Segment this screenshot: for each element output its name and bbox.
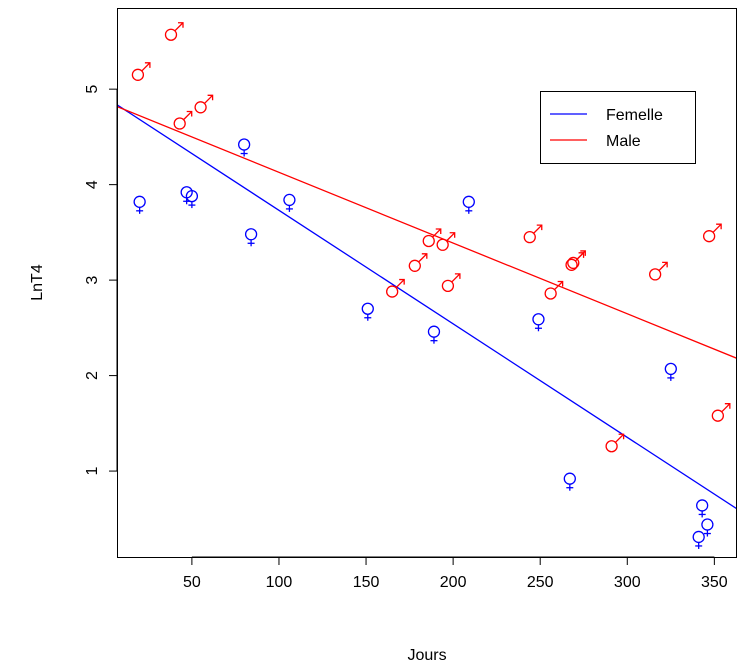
legend-label: Male — [606, 133, 641, 150]
female-point — [361, 302, 374, 321]
male-point — [194, 94, 214, 114]
male-point — [386, 278, 405, 298]
female-point — [664, 362, 677, 381]
x-tick-label: 350 — [701, 574, 728, 591]
plot-frame — [117, 8, 737, 558]
legend-box — [540, 91, 696, 164]
male-point — [408, 253, 428, 272]
female-point — [701, 518, 714, 537]
legend: Femelle Male — [540, 91, 696, 164]
female-point — [283, 193, 296, 212]
fit-line-femelle — [117, 103, 737, 510]
x-tick-label: 200 — [440, 574, 467, 591]
y-axis-label: LnT4 — [29, 264, 46, 301]
y-tick-label: 5 — [84, 85, 101, 94]
x-tick-label: 300 — [614, 574, 641, 591]
male-point — [173, 110, 193, 130]
male-point — [711, 403, 731, 422]
y-tick-label: 4 — [84, 180, 101, 189]
male-point — [441, 273, 461, 292]
male-point — [164, 22, 184, 41]
x-axis: 50 100 150 200 250 300 350 — [183, 556, 728, 591]
male-point — [523, 224, 543, 244]
female-point — [185, 189, 199, 209]
female-point — [462, 195, 475, 214]
female-point — [133, 195, 146, 214]
legend-label: Femelle — [606, 107, 663, 124]
male-point — [567, 250, 586, 270]
female-point — [696, 499, 709, 518]
x-tick-label: 100 — [266, 574, 293, 591]
male-point — [544, 280, 564, 300]
x-tick-label: 250 — [527, 574, 554, 591]
female-point — [532, 313, 545, 332]
y-tick-label: 2 — [84, 371, 101, 380]
male-point — [605, 433, 625, 453]
y-tick-label: 1 — [84, 467, 101, 476]
fit-line-male — [117, 105, 737, 360]
female-point — [237, 138, 251, 157]
data-points — [131, 22, 731, 549]
male-point — [131, 62, 151, 81]
female-point — [244, 228, 258, 247]
male-point — [422, 228, 442, 248]
female-point — [692, 530, 705, 549]
male-point — [702, 223, 722, 243]
y-axis: 1 2 3 4 5 — [84, 85, 118, 476]
male-point — [648, 261, 668, 281]
x-tick-label: 50 — [183, 574, 201, 591]
x-axis-label: Jours — [407, 647, 446, 664]
female-point — [563, 472, 576, 491]
female-point — [427, 325, 441, 344]
male-point — [436, 232, 456, 251]
x-tick-label: 150 — [353, 574, 380, 591]
y-tick-label: 3 — [84, 276, 101, 285]
regression-lines — [117, 103, 737, 510]
